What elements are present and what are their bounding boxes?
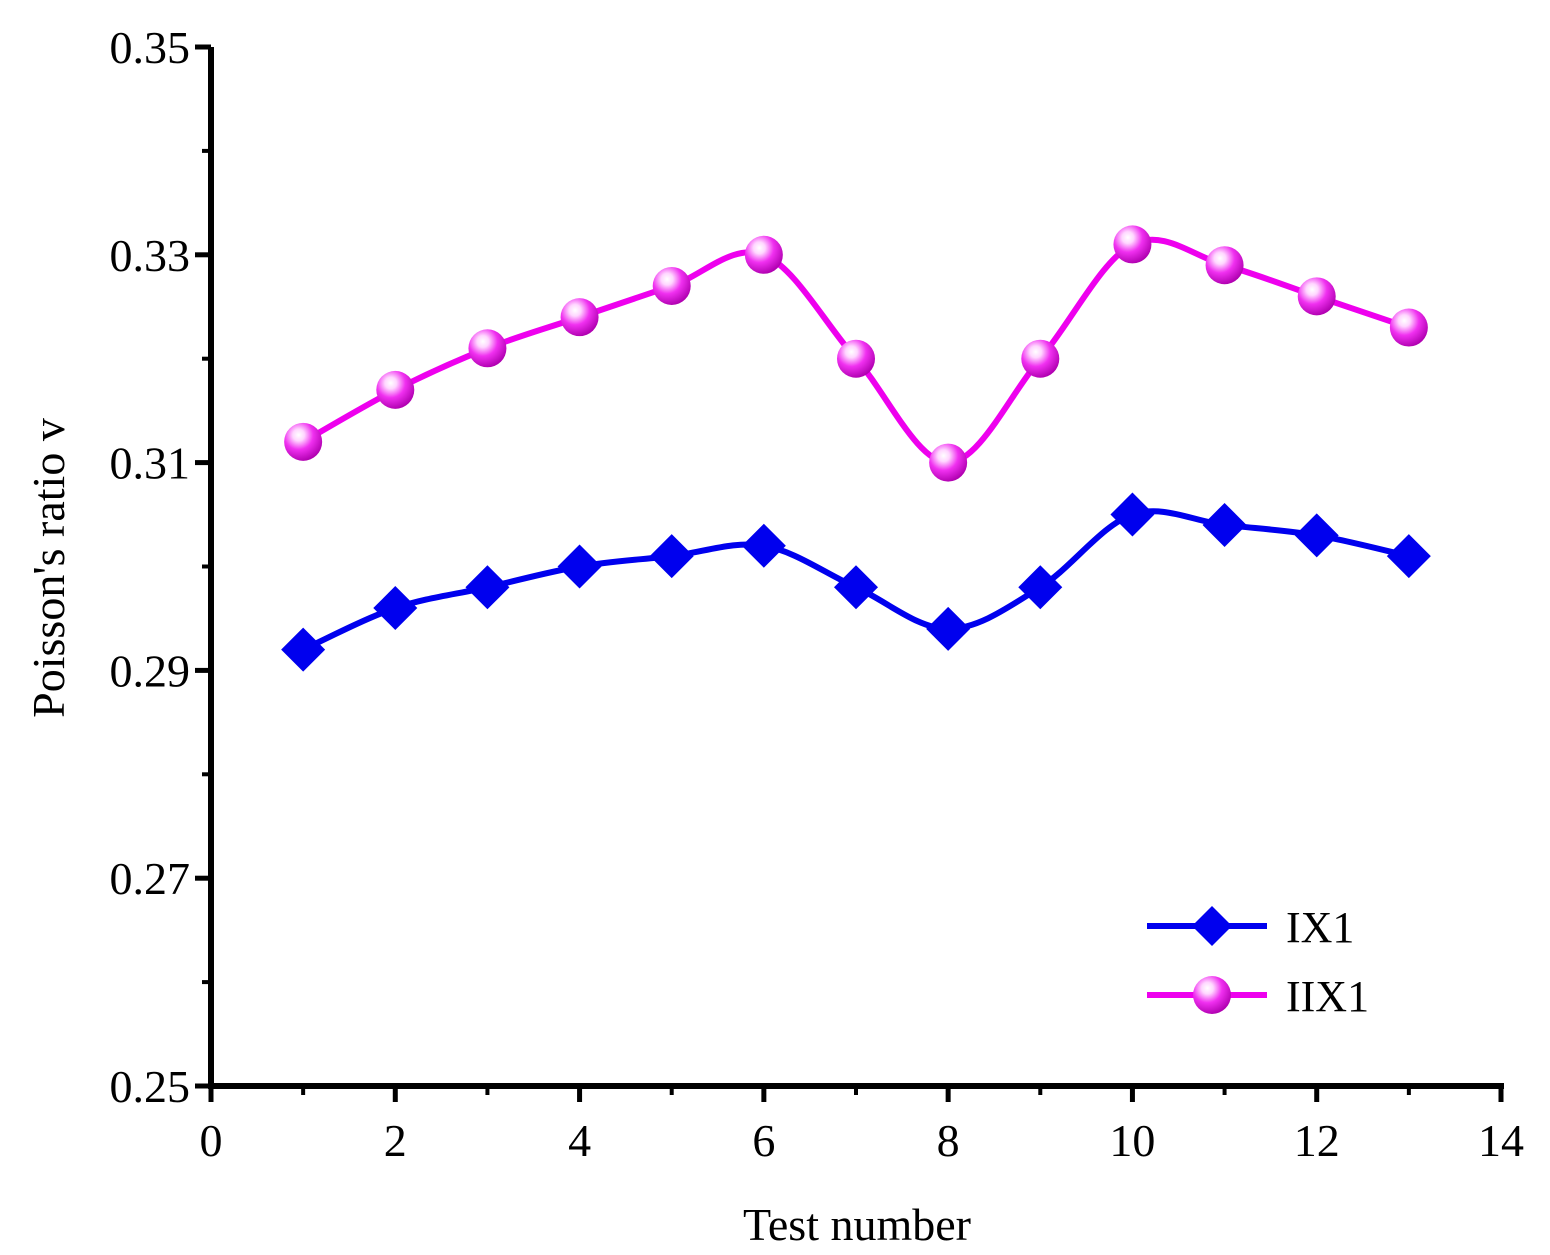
y-tick-label-0.27: 0.27: [110, 853, 191, 904]
legend-label-ix1: IX1: [1286, 903, 1354, 952]
legend-marker-ix1: [1192, 906, 1232, 946]
x-tick-label-10: 10: [1109, 1115, 1155, 1166]
data-point-ix1-7: [834, 565, 878, 610]
x-tick-label-0: 0: [200, 1115, 223, 1166]
data-point-iix1-5: [652, 266, 691, 305]
data-point-iix1-6: [744, 235, 783, 274]
data-point-iix1-12: [1297, 277, 1336, 316]
x-axis-title: Test number: [743, 1199, 971, 1250]
data-point-iix1-4: [560, 298, 599, 337]
data-point-iix1-13: [1389, 308, 1428, 347]
data-point-ix1-4: [557, 544, 602, 589]
x-tick-label-14: 14: [1478, 1115, 1524, 1166]
data-point-ix1-12: [1294, 513, 1339, 558]
data-point-iix1-3: [468, 329, 507, 368]
data-point-iix1-8: [929, 443, 968, 482]
data-point-ix1-5: [649, 534, 694, 579]
series-markers: [281, 225, 1431, 672]
y-tick-label-0.35: 0.35: [110, 22, 191, 73]
y-tick-label-0.31: 0.31: [110, 438, 191, 489]
x-tick-label-4: 4: [568, 1115, 591, 1166]
data-point-ix1-9: [1018, 565, 1063, 610]
x-tick-label-6: 6: [752, 1115, 775, 1166]
x-tick-label-8: 8: [937, 1115, 960, 1166]
data-point-ix1-11: [1202, 502, 1247, 547]
data-point-ix1-2: [373, 586, 418, 631]
y-axis-title: Poisson's ratio v: [23, 418, 74, 718]
y-tick-label-0.29: 0.29: [110, 645, 191, 696]
data-point-iix1-9: [1021, 339, 1060, 378]
y-tick-label-0.33: 0.33: [110, 230, 191, 281]
legend: IX1 IIX1: [1147, 903, 1369, 1021]
legend-label-iix1: IIX1: [1286, 972, 1369, 1021]
tick-labels: 0 2 4 6 8 10 12 14 0.25 0.27 0.29 0.31 0.33 0.35: [110, 22, 1525, 1166]
data-point-iix1-1: [284, 422, 323, 461]
data-point-ix1-8: [926, 606, 971, 651]
data-point-iix1-2: [376, 370, 415, 409]
data-point-iix1-11: [1205, 246, 1244, 285]
axis-ticks: [195, 44, 1504, 1102]
data-point-iix1-7: [837, 339, 875, 378]
data-point-iix1-10: [1113, 225, 1152, 264]
x-tick-label-2: 2: [384, 1115, 407, 1166]
legend-marker-iix1: [1193, 976, 1231, 1014]
y-tick-label-0.25: 0.25: [110, 1061, 191, 1112]
data-point-ix1-1: [281, 627, 326, 672]
data-point-ix1-6: [741, 523, 786, 568]
data-point-ix1-13: [1386, 534, 1431, 579]
data-point-ix1-10: [1110, 492, 1155, 537]
data-point-ix1-3: [465, 565, 510, 610]
x-tick-label-12: 12: [1294, 1115, 1340, 1166]
